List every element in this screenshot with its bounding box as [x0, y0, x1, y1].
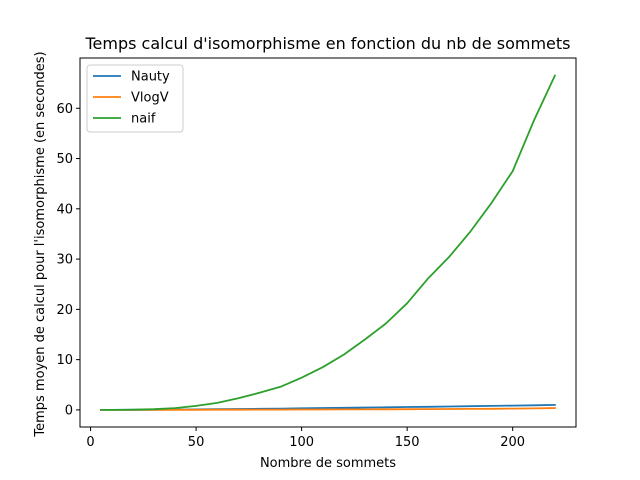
chart-title: Temps calcul d'isomorphisme en fonction …	[84, 34, 570, 53]
x-tick-label: 100	[289, 435, 314, 450]
series-line-naif	[100, 74, 557, 411]
y-tick-label: 60	[56, 102, 73, 117]
x-tick-label: 50	[188, 435, 205, 450]
y-axis-ticks: 0 10 20 30 40 50 60	[56, 102, 80, 418]
series-line-vlogv	[100, 407, 556, 411]
x-tick-label: 0	[86, 435, 94, 450]
plot-lines	[100, 74, 557, 411]
y-tick-label: 10	[56, 353, 73, 368]
y-tick-label: 20	[56, 303, 73, 318]
y-tick-label: 40	[56, 202, 73, 217]
plot-frame	[79, 57, 577, 428]
x-axis-ticks: 0 50 100 150 200	[86, 427, 525, 450]
x-axis-label: Nombre de sommets	[260, 456, 396, 471]
y-tick-label: 50	[56, 152, 73, 167]
y-axis-label: Temps moyen de calcul pour l'isomorphism…	[33, 51, 48, 437]
x-tick-label: 150	[395, 435, 420, 450]
legend-label-naif: naif	[131, 112, 156, 127]
x-tick-label: 200	[500, 435, 525, 450]
legend-label-vlogv: VlogV	[131, 91, 169, 106]
y-tick-label: 0	[65, 403, 73, 418]
legend: Nauty VlogV naif	[86, 64, 184, 133]
legend-box	[86, 64, 184, 133]
y-tick-label: 30	[56, 253, 73, 268]
legend-label-nauty: Nauty	[131, 70, 170, 85]
